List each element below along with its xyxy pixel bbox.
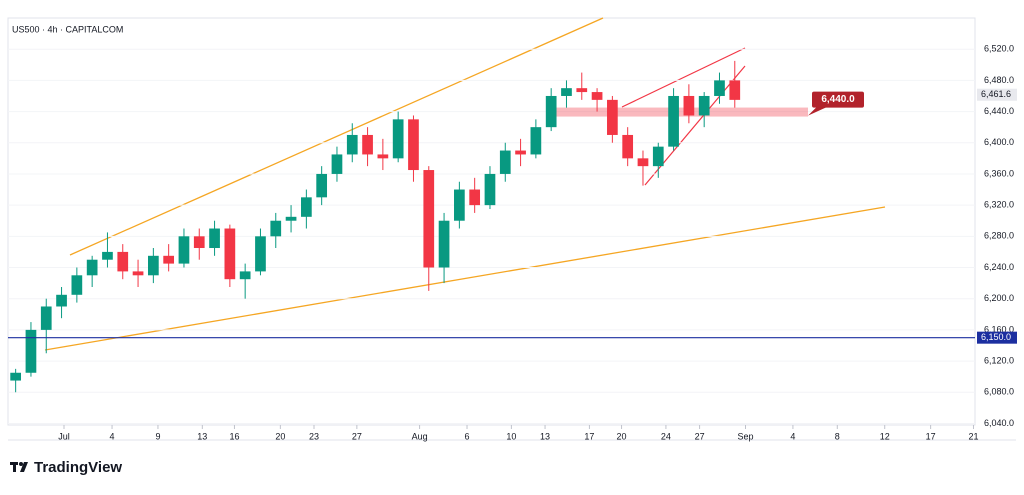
- callout-box: [812, 91, 864, 108]
- candle-body: [438, 220, 450, 268]
- candle-body: [163, 255, 175, 264]
- candle-body: [117, 251, 129, 272]
- x-tick-label: 13: [540, 431, 550, 441]
- x-tick-label: 17: [584, 431, 594, 441]
- y-tick-label: 6,360.0: [984, 168, 1014, 178]
- trendline: [44, 206, 886, 351]
- candle-body: [622, 134, 634, 159]
- x-tick-label: 20: [617, 431, 627, 441]
- candle-body: [423, 170, 435, 268]
- x-tick-label: 4: [110, 431, 115, 441]
- x-tick-label: 12: [880, 431, 890, 441]
- last-price-bg: [977, 88, 1017, 101]
- candle-body: [301, 197, 312, 217]
- candle-body: [530, 127, 542, 155]
- candle-body: [193, 236, 205, 249]
- candle-body: [132, 271, 144, 276]
- candle-body: [637, 158, 649, 167]
- brand-logo: [10, 462, 28, 472]
- x-tick-label: 16: [229, 431, 239, 441]
- y-tick-label: 6,080.0: [984, 387, 1014, 397]
- candle-body: [346, 134, 358, 155]
- candle-body: [209, 228, 220, 249]
- candle-body: [591, 92, 603, 100]
- candle-body: [377, 154, 389, 159]
- candle-body: [484, 173, 496, 206]
- y-tick-label: 6,280.0: [984, 231, 1014, 241]
- x-tick-label: 13: [197, 431, 207, 441]
- support-zone: [555, 107, 808, 117]
- x-tick-label: 27: [695, 431, 705, 441]
- candle-body: [178, 236, 190, 264]
- candle-body: [515, 150, 526, 155]
- candle-body: [25, 329, 37, 373]
- x-tick-label: 9: [155, 431, 160, 441]
- y-tick-label: 6,400.0: [984, 137, 1014, 147]
- x-tick-label: 20: [275, 431, 285, 441]
- y-tick-label: 6,320.0: [984, 200, 1014, 210]
- candle-body: [316, 173, 328, 198]
- candle-body: [270, 220, 282, 237]
- candle-body: [668, 95, 679, 147]
- x-tick-label: Aug: [412, 431, 428, 441]
- candle-body: [56, 294, 67, 307]
- brand-name: TradingView: [34, 459, 122, 476]
- x-tick-label: 23: [309, 431, 319, 441]
- candle-body: [408, 119, 419, 171]
- candle-body: [285, 216, 297, 221]
- candle-body: [454, 189, 465, 221]
- candle-body: [10, 372, 22, 381]
- candle-body: [607, 99, 618, 135]
- candle-body: [71, 275, 83, 295]
- candle-body: [86, 259, 98, 276]
- plot-area: [7, 17, 976, 426]
- x-tick-label: 17: [926, 431, 936, 441]
- x-tick-label: Sep: [737, 431, 753, 441]
- y-tick-label: 6,240.0: [984, 262, 1014, 272]
- x-tick-label: 8: [835, 431, 840, 441]
- last-price-label: 6,461.6: [981, 89, 1011, 99]
- y-tick-label: 6,040.0: [984, 418, 1014, 428]
- candle-body: [362, 134, 373, 155]
- x-tick-label: 4: [790, 431, 795, 441]
- chart-title: US500 · 4h · CAPITALCOM: [12, 24, 123, 34]
- candle-body: [698, 95, 710, 116]
- candle-body: [683, 95, 695, 116]
- candle-body: [255, 236, 266, 272]
- y-tick-label: 6,160.0: [984, 324, 1014, 334]
- x-tick-label: 10: [506, 431, 516, 441]
- x-tick-label: 27: [352, 431, 362, 441]
- candle-body: [561, 88, 572, 96]
- candle-body: [729, 80, 741, 100]
- y-tick-label: 6,440.0: [984, 106, 1014, 116]
- candle-body: [392, 119, 404, 159]
- candle-body: [499, 150, 511, 174]
- callout-pointer: [808, 105, 830, 116]
- callout-label: 6,440.0: [821, 94, 855, 105]
- y-tick-label: 6,120.0: [984, 355, 1014, 365]
- level-label-bg: [977, 331, 1017, 344]
- level-label: 6,150.0: [981, 332, 1011, 342]
- candle-body: [469, 189, 481, 206]
- x-tick-label: 21: [968, 431, 978, 441]
- candle-body: [714, 80, 725, 96]
- candle-body: [224, 228, 236, 280]
- y-tick-label: 6,200.0: [984, 293, 1014, 303]
- x-tick-label: 24: [661, 431, 671, 441]
- candle-body: [652, 146, 664, 167]
- x-tick-label: Jul: [58, 431, 70, 441]
- candle-body: [239, 271, 251, 280]
- x-tick-label: 6: [465, 431, 470, 441]
- y-tick-label: 6,480.0: [984, 75, 1014, 85]
- candle-body: [148, 255, 159, 276]
- wedge-line: [621, 47, 746, 108]
- candle-body: [545, 95, 557, 128]
- candle-body: [576, 88, 588, 93]
- y-tick-label: 6,520.0: [984, 44, 1014, 54]
- candle-body: [331, 154, 343, 174]
- trendline: [69, 17, 604, 256]
- candle-body: [40, 306, 52, 330]
- candle-body: [102, 251, 113, 260]
